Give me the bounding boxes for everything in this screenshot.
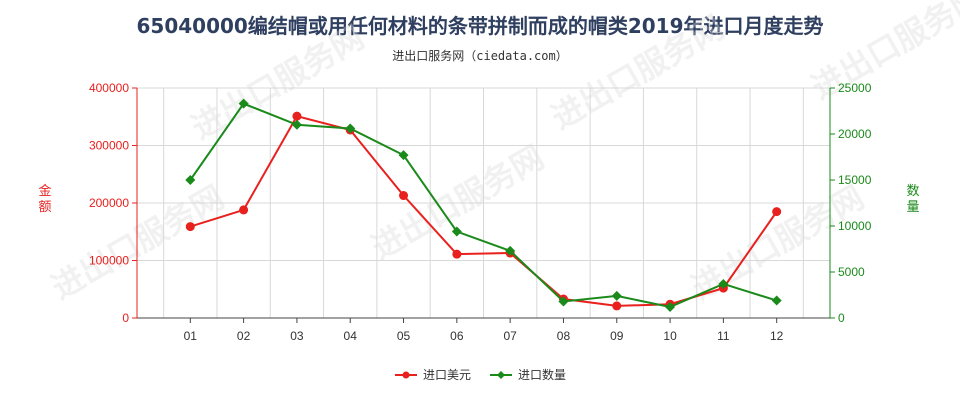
- y-left-tick-label: 400000: [89, 81, 129, 95]
- y-right-axis-title: 数量: [906, 184, 919, 215]
- watermark-text: 进出口服务网: [545, 8, 730, 137]
- y-right-tick-label: 25000: [838, 81, 872, 95]
- data-point-quantity[interactable]: [185, 175, 196, 185]
- legend[interactable]: 进口美元 进口数量: [395, 367, 566, 382]
- y-right-tick-label: 0: [838, 311, 845, 325]
- y-left-tick-label: 300000: [89, 139, 129, 153]
- legend-marker: [497, 371, 505, 379]
- x-tick-label: 02: [237, 329, 251, 343]
- x-tick-label: 11: [717, 329, 730, 343]
- data-point-quantity[interactable]: [718, 278, 729, 289]
- chart-subtitle: 进出口服务网（ciedata.com）: [392, 49, 568, 63]
- legend-marker: [402, 371, 410, 379]
- data-point-quantity[interactable]: [611, 290, 622, 301]
- x-tick-label: 07: [503, 329, 517, 343]
- chart-title: 65040000编结帽或用任何材料的条带拼制而成的帽类2019年进口月度走势: [136, 14, 824, 38]
- legend-item-left[interactable]: 进口美元: [395, 368, 471, 382]
- data-point-usd[interactable]: [239, 205, 249, 215]
- data-point-usd[interactable]: [399, 191, 409, 201]
- x-tick-label: 09: [610, 329, 624, 343]
- y-right-tick-label: 10000: [838, 219, 872, 233]
- watermark-text: 进出口服务网: [365, 138, 550, 267]
- y-left-tick-label: 200000: [89, 196, 129, 210]
- x-tick-label: 01: [184, 329, 198, 343]
- data-point-quantity[interactable]: [665, 301, 676, 312]
- data-point-quantity[interactable]: [771, 295, 782, 306]
- x-tick-label: 05: [397, 329, 411, 343]
- data-point-quantity[interactable]: [238, 98, 249, 109]
- data-point-quantity[interactable]: [291, 119, 302, 130]
- data-point-quantity[interactable]: [558, 296, 569, 307]
- series-line-left: [190, 115, 778, 307]
- series-line-right: [189, 102, 777, 309]
- data-point-quantity[interactable]: [398, 150, 409, 161]
- y-right-tick-label: 15000: [838, 173, 872, 187]
- data-point-usd[interactable]: [772, 207, 782, 217]
- data-point-usd[interactable]: [612, 301, 622, 311]
- data-point-usd[interactable]: [185, 222, 195, 232]
- y-left-tick-label: 100000: [89, 254, 129, 268]
- data-point-quantity[interactable]: [451, 226, 462, 237]
- x-tick-label: 10: [663, 329, 677, 343]
- x-tick-label: 12: [770, 329, 784, 343]
- data-point-quantity[interactable]: [345, 123, 356, 134]
- watermark-text: 进出口服务网: [45, 178, 230, 307]
- legend-label: 进口数量: [518, 367, 566, 382]
- y-right-tick-label: 5000: [838, 265, 865, 279]
- y-left-tick-label: 0: [122, 311, 129, 325]
- x-tick-label: 06: [450, 329, 464, 343]
- axes: 0 100000 200000 300000 400000 0 5000 10000 15000…: [38, 81, 919, 343]
- legend-label: 进口美元: [423, 368, 471, 382]
- watermark-text: 进出口服务网: [805, 0, 960, 107]
- x-tick-label: 08: [557, 329, 571, 343]
- series-layer: [185, 98, 782, 312]
- y-left-axis-title: 金额: [38, 183, 51, 215]
- x-tick-label: 03: [290, 329, 304, 343]
- data-point-usd[interactable]: [452, 249, 462, 259]
- data-point-usd[interactable]: [292, 111, 302, 121]
- y-right-tick-label: 20000: [838, 127, 872, 141]
- data-point-quantity[interactable]: [505, 245, 516, 256]
- legend-item-right[interactable]: 进口数量: [490, 367, 566, 382]
- x-tick-label: 04: [344, 329, 358, 343]
